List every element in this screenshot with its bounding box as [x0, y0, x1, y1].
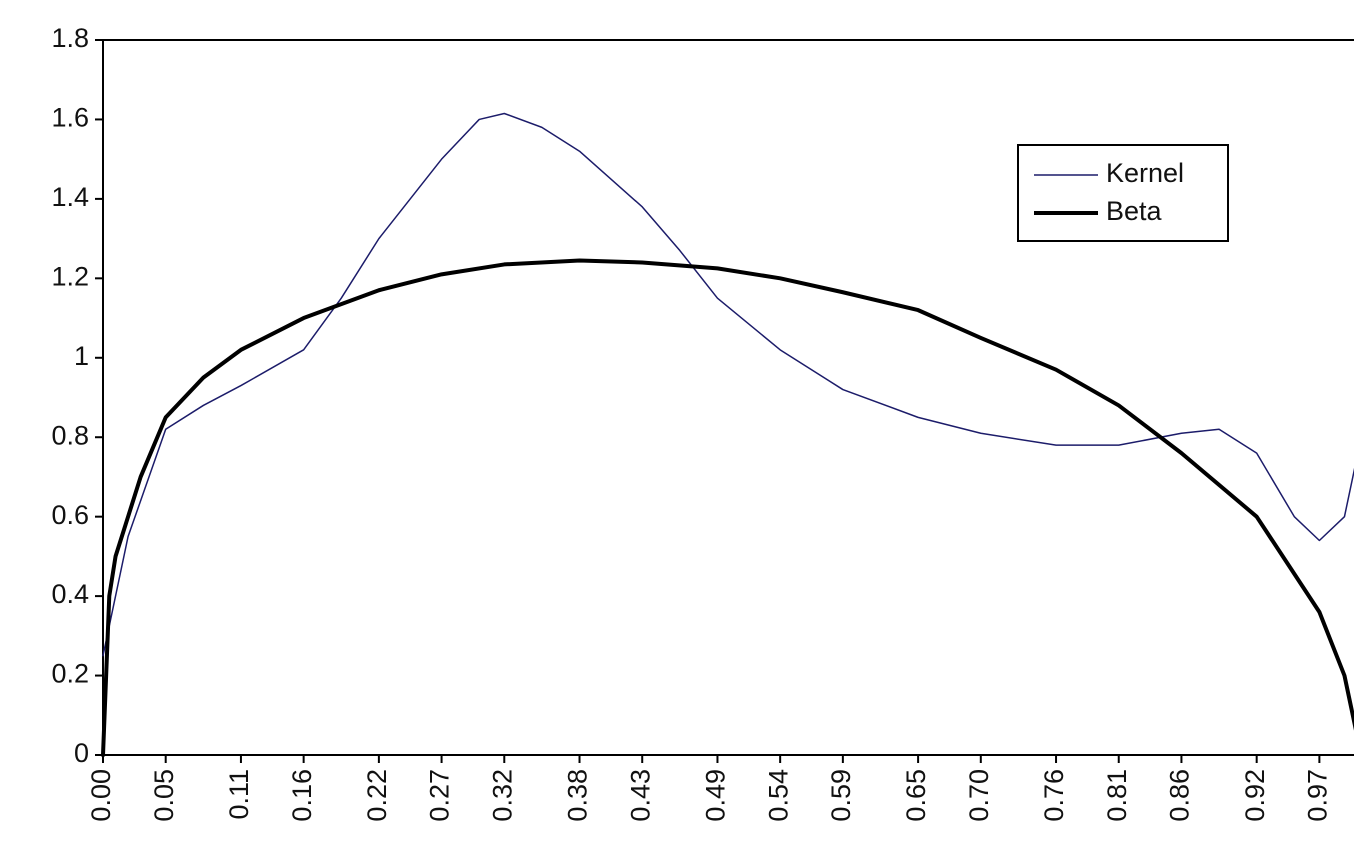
x-tick-label: 0.76: [1039, 769, 1069, 822]
y-tick-label: 1.6: [51, 103, 89, 133]
y-tick-label: 1.4: [51, 182, 89, 212]
x-tick-label: 0.49: [701, 769, 731, 822]
x-tick-label: 0.11: [224, 769, 254, 820]
x-tick-label: 0.59: [826, 769, 856, 822]
legend-label: Kernel: [1106, 158, 1184, 188]
line-series: [101, 258, 1354, 757]
x-tick-label: 0.16: [287, 769, 317, 822]
x-tick-label: 0.54: [763, 769, 793, 822]
x-tick-label: 0.05: [149, 769, 179, 822]
y-tick-label: 0.2: [51, 659, 89, 689]
y-tick-label: 0.8: [51, 420, 89, 450]
x-tick-label: 0.65: [901, 769, 931, 822]
y-tick-label: 0: [74, 738, 89, 768]
x-tick-label: 0.32: [487, 769, 517, 822]
x-tick-label: 0.22: [362, 769, 392, 822]
y-tick-label: 1.2: [51, 261, 89, 291]
x-tick-label: 0.00: [86, 769, 116, 822]
x-tick-label: 0.92: [1240, 769, 1270, 822]
y-tick-label: 0.6: [51, 500, 89, 530]
x-tick-label: 0.70: [964, 769, 994, 822]
y-tick-label: 1.8: [51, 23, 89, 53]
legend-label: Beta: [1106, 196, 1163, 226]
x-tick-label: 0.38: [563, 769, 593, 822]
legend-box: [1017, 144, 1229, 242]
x-tick-label: 0.97: [1303, 769, 1333, 822]
x-tick-label: 0.43: [625, 769, 655, 822]
y-tick-label: 1: [74, 341, 89, 371]
x-tick-label: 0.81: [1102, 769, 1132, 822]
y-tick-label: 0.4: [51, 579, 89, 609]
x-tick-label: 0.27: [425, 769, 455, 822]
legend: Kernel Beta: [1017, 144, 1229, 242]
x-tick-label: 0.86: [1165, 769, 1195, 822]
line-series: [102, 112, 1354, 657]
